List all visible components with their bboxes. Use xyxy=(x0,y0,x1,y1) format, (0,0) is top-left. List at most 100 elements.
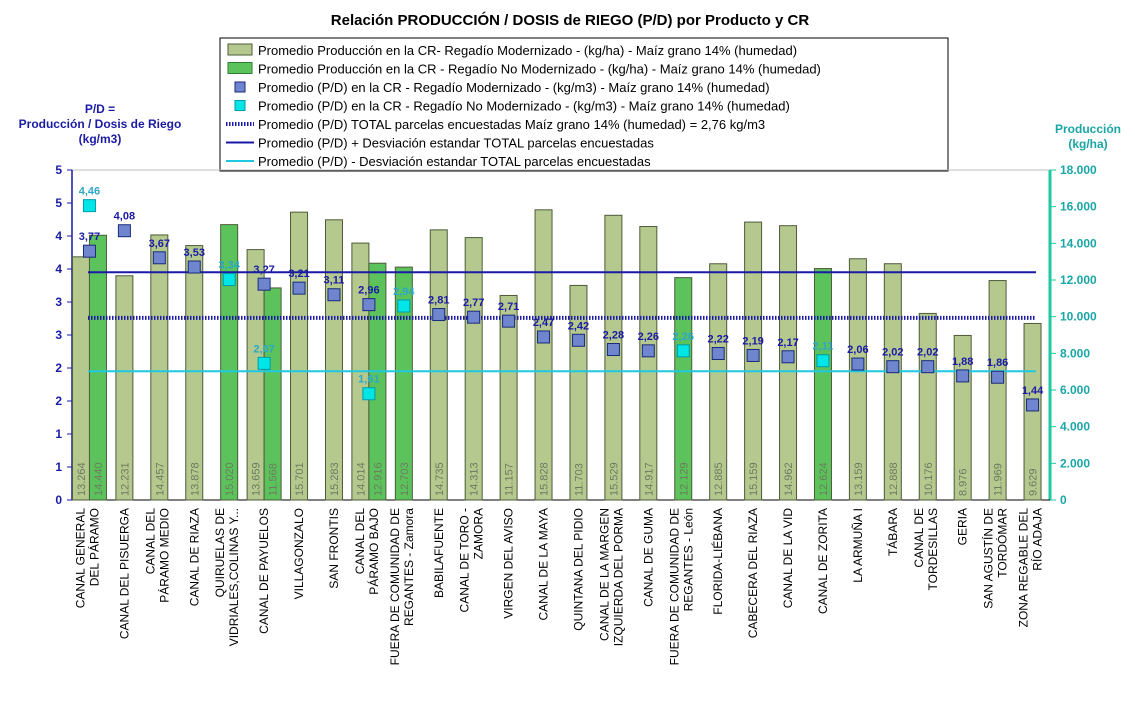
category-label: PÁRAMO BAJO xyxy=(366,508,381,595)
pd-marker-modernizado xyxy=(257,277,271,291)
right-tick-label: 6.000 xyxy=(1060,383,1090,397)
pd-label-modernizado: 2,06 xyxy=(847,344,868,356)
pd-label-no-modernizado: 2,26 xyxy=(673,331,694,343)
category-label: REGANTES - León xyxy=(681,508,695,611)
chart-title: Relación PRODUCCIÓN / DOSIS de RIEGO (P/… xyxy=(331,11,810,29)
pd-marker-modernizado xyxy=(956,369,970,383)
pd-label-no-modernizado: 2,11 xyxy=(813,341,834,353)
bar-value-label: 13.264 xyxy=(76,462,88,496)
legend-label: Promedio Producción en la CR - Regadío N… xyxy=(258,62,821,77)
bar-value-label: 14.962 xyxy=(783,462,795,496)
pd-marker-modernizado xyxy=(432,308,446,322)
category-label: FUERA DE COMUNIDAD DE xyxy=(388,508,402,665)
bar-value-label: 12.916 xyxy=(372,462,384,496)
category-label: CANAL DE GUMA xyxy=(641,508,655,607)
category-label: CANAL DE RIAZA xyxy=(187,508,201,606)
pd-label-modernizado: 2,81 xyxy=(428,295,449,307)
bar-no-modernizado xyxy=(88,234,107,501)
left-tick-label: 2 xyxy=(55,394,62,408)
left-tick-label: 0 xyxy=(55,493,62,507)
bar-modernizado xyxy=(604,214,623,501)
category-label: GERIA xyxy=(956,508,970,545)
pd-marker-modernizado xyxy=(886,360,900,374)
bar-modernizado xyxy=(429,229,448,501)
category-label: VIRGEN DEL AVISO xyxy=(502,508,516,619)
category-label: TORDÓMAR xyxy=(995,508,1010,578)
legend-label: Promedio (P/D) en la CR - Regadío Modern… xyxy=(258,80,770,95)
category-label: REGANTES - Zamora xyxy=(402,508,416,626)
bar-value-label: 15.283 xyxy=(329,462,341,496)
pd-label-modernizado: 1,86 xyxy=(987,357,1008,369)
bar-value-label: 12.231 xyxy=(119,462,131,496)
category-label: CANAL DEL xyxy=(353,508,367,575)
legend-label: Promedio (P/D) en la CR - Regadío No Mod… xyxy=(258,99,790,114)
right-axis-title-line-2: (kg/ha) xyxy=(1068,137,1107,151)
pd-marker-no-modernizado xyxy=(82,199,96,213)
bar-no-modernizado xyxy=(220,224,239,501)
pd-label-modernizado: 2,02 xyxy=(917,347,938,359)
pd-label-modernizado: 2,19 xyxy=(742,335,763,347)
pd-marker-modernizado xyxy=(362,298,376,312)
category-label: CANAL DEL xyxy=(143,508,157,575)
pd-label-no-modernizado: 2,07 xyxy=(253,343,274,355)
bar-modernizado xyxy=(534,209,553,501)
pd-label-modernizado: 4,08 xyxy=(114,211,135,223)
category-label: CANAL DE ZORITA xyxy=(816,508,830,614)
pd-label-modernizado: 1,44 xyxy=(1022,385,1044,397)
pd-label-no-modernizado: 4,46 xyxy=(79,186,100,198)
bar-value-label: 15.828 xyxy=(539,462,551,496)
left-tick-label: 1 xyxy=(55,460,62,474)
plot-frame xyxy=(71,169,1051,501)
right-axis-title: Producción (kg/ha) xyxy=(1055,122,1121,151)
bar-modernizado xyxy=(324,219,343,501)
pd-label-modernizado: 3,21 xyxy=(288,268,309,280)
bar-value-label: 12.624 xyxy=(818,462,830,496)
bar-value-label: 14.014 xyxy=(355,462,367,496)
category-label: LA ARMUÑA I xyxy=(851,508,865,583)
category-label: IZQUIERDA DEL PORMA xyxy=(611,508,625,646)
bar-modernizado xyxy=(464,237,483,501)
pd-label-modernizado: 2,28 xyxy=(603,330,624,342)
category-label: CANAL DE TORO - xyxy=(458,508,472,612)
legend: Promedio Producción en la CR- Regadío Mo… xyxy=(219,37,949,172)
plot-area: 0 1 1 2 2 3 3 4 4 5 5 0 2.000 4.000 6.000 8.000 10.000 12… xyxy=(55,163,1097,665)
bar-no-modernizado xyxy=(813,268,832,501)
category-label: RÍO ADAJA xyxy=(1030,508,1045,571)
bar-value-label: 13.878 xyxy=(189,462,201,496)
pd-label-modernizado: 3,11 xyxy=(324,275,345,287)
pd-label-modernizado: 1,88 xyxy=(952,356,973,368)
legend-swatch-marker xyxy=(234,100,246,111)
bar-value-label: 10.176 xyxy=(923,462,935,496)
right-tick-label: 12.000 xyxy=(1060,273,1097,287)
bar-value-label: 14.313 xyxy=(469,462,481,496)
bar-value-label: 14.735 xyxy=(434,462,446,496)
pd-marker-no-modernizado xyxy=(362,387,376,401)
left-tick-label: 5 xyxy=(55,196,62,210)
category-label: CANAL DE xyxy=(912,508,926,568)
pd-marker-no-modernizado xyxy=(257,356,271,370)
pd-marker-no-modernizado xyxy=(222,273,236,287)
bar-modernizado xyxy=(1023,322,1042,501)
bar-modernizado xyxy=(185,245,204,501)
pd-marker-modernizado xyxy=(82,244,96,258)
bar-modernizado xyxy=(150,234,169,501)
category-label: QUINTANA DEL PIDIO xyxy=(571,508,585,631)
category-label: SAN AGUSTÍN DE xyxy=(981,508,996,609)
left-axis-title-line-3: (kg/m3) xyxy=(79,132,122,146)
legend-label: Promedio (P/D) + Desviación estandar TOT… xyxy=(258,136,654,151)
left-tick-label: 4 xyxy=(55,229,62,243)
pd-marker-modernizado xyxy=(117,224,131,238)
pd-label-no-modernizado: 3,34 xyxy=(218,260,240,272)
left-tick-label: 2 xyxy=(55,361,62,375)
bar-modernizado xyxy=(499,294,518,501)
bar-no-modernizado xyxy=(263,287,282,501)
bar-value-label: 15.159 xyxy=(748,462,760,496)
left-tick-label: 1 xyxy=(55,427,62,441)
bar-modernizado xyxy=(639,226,658,501)
pd-marker-modernizado xyxy=(537,330,551,344)
pd-label-no-modernizado: 1,61 xyxy=(358,374,379,386)
pd-marker-modernizado xyxy=(292,281,306,295)
pd-label-modernizado: 2,22 xyxy=(707,333,728,345)
right-tick-label: 0 xyxy=(1060,493,1067,507)
pd-marker-modernizado xyxy=(851,357,865,371)
